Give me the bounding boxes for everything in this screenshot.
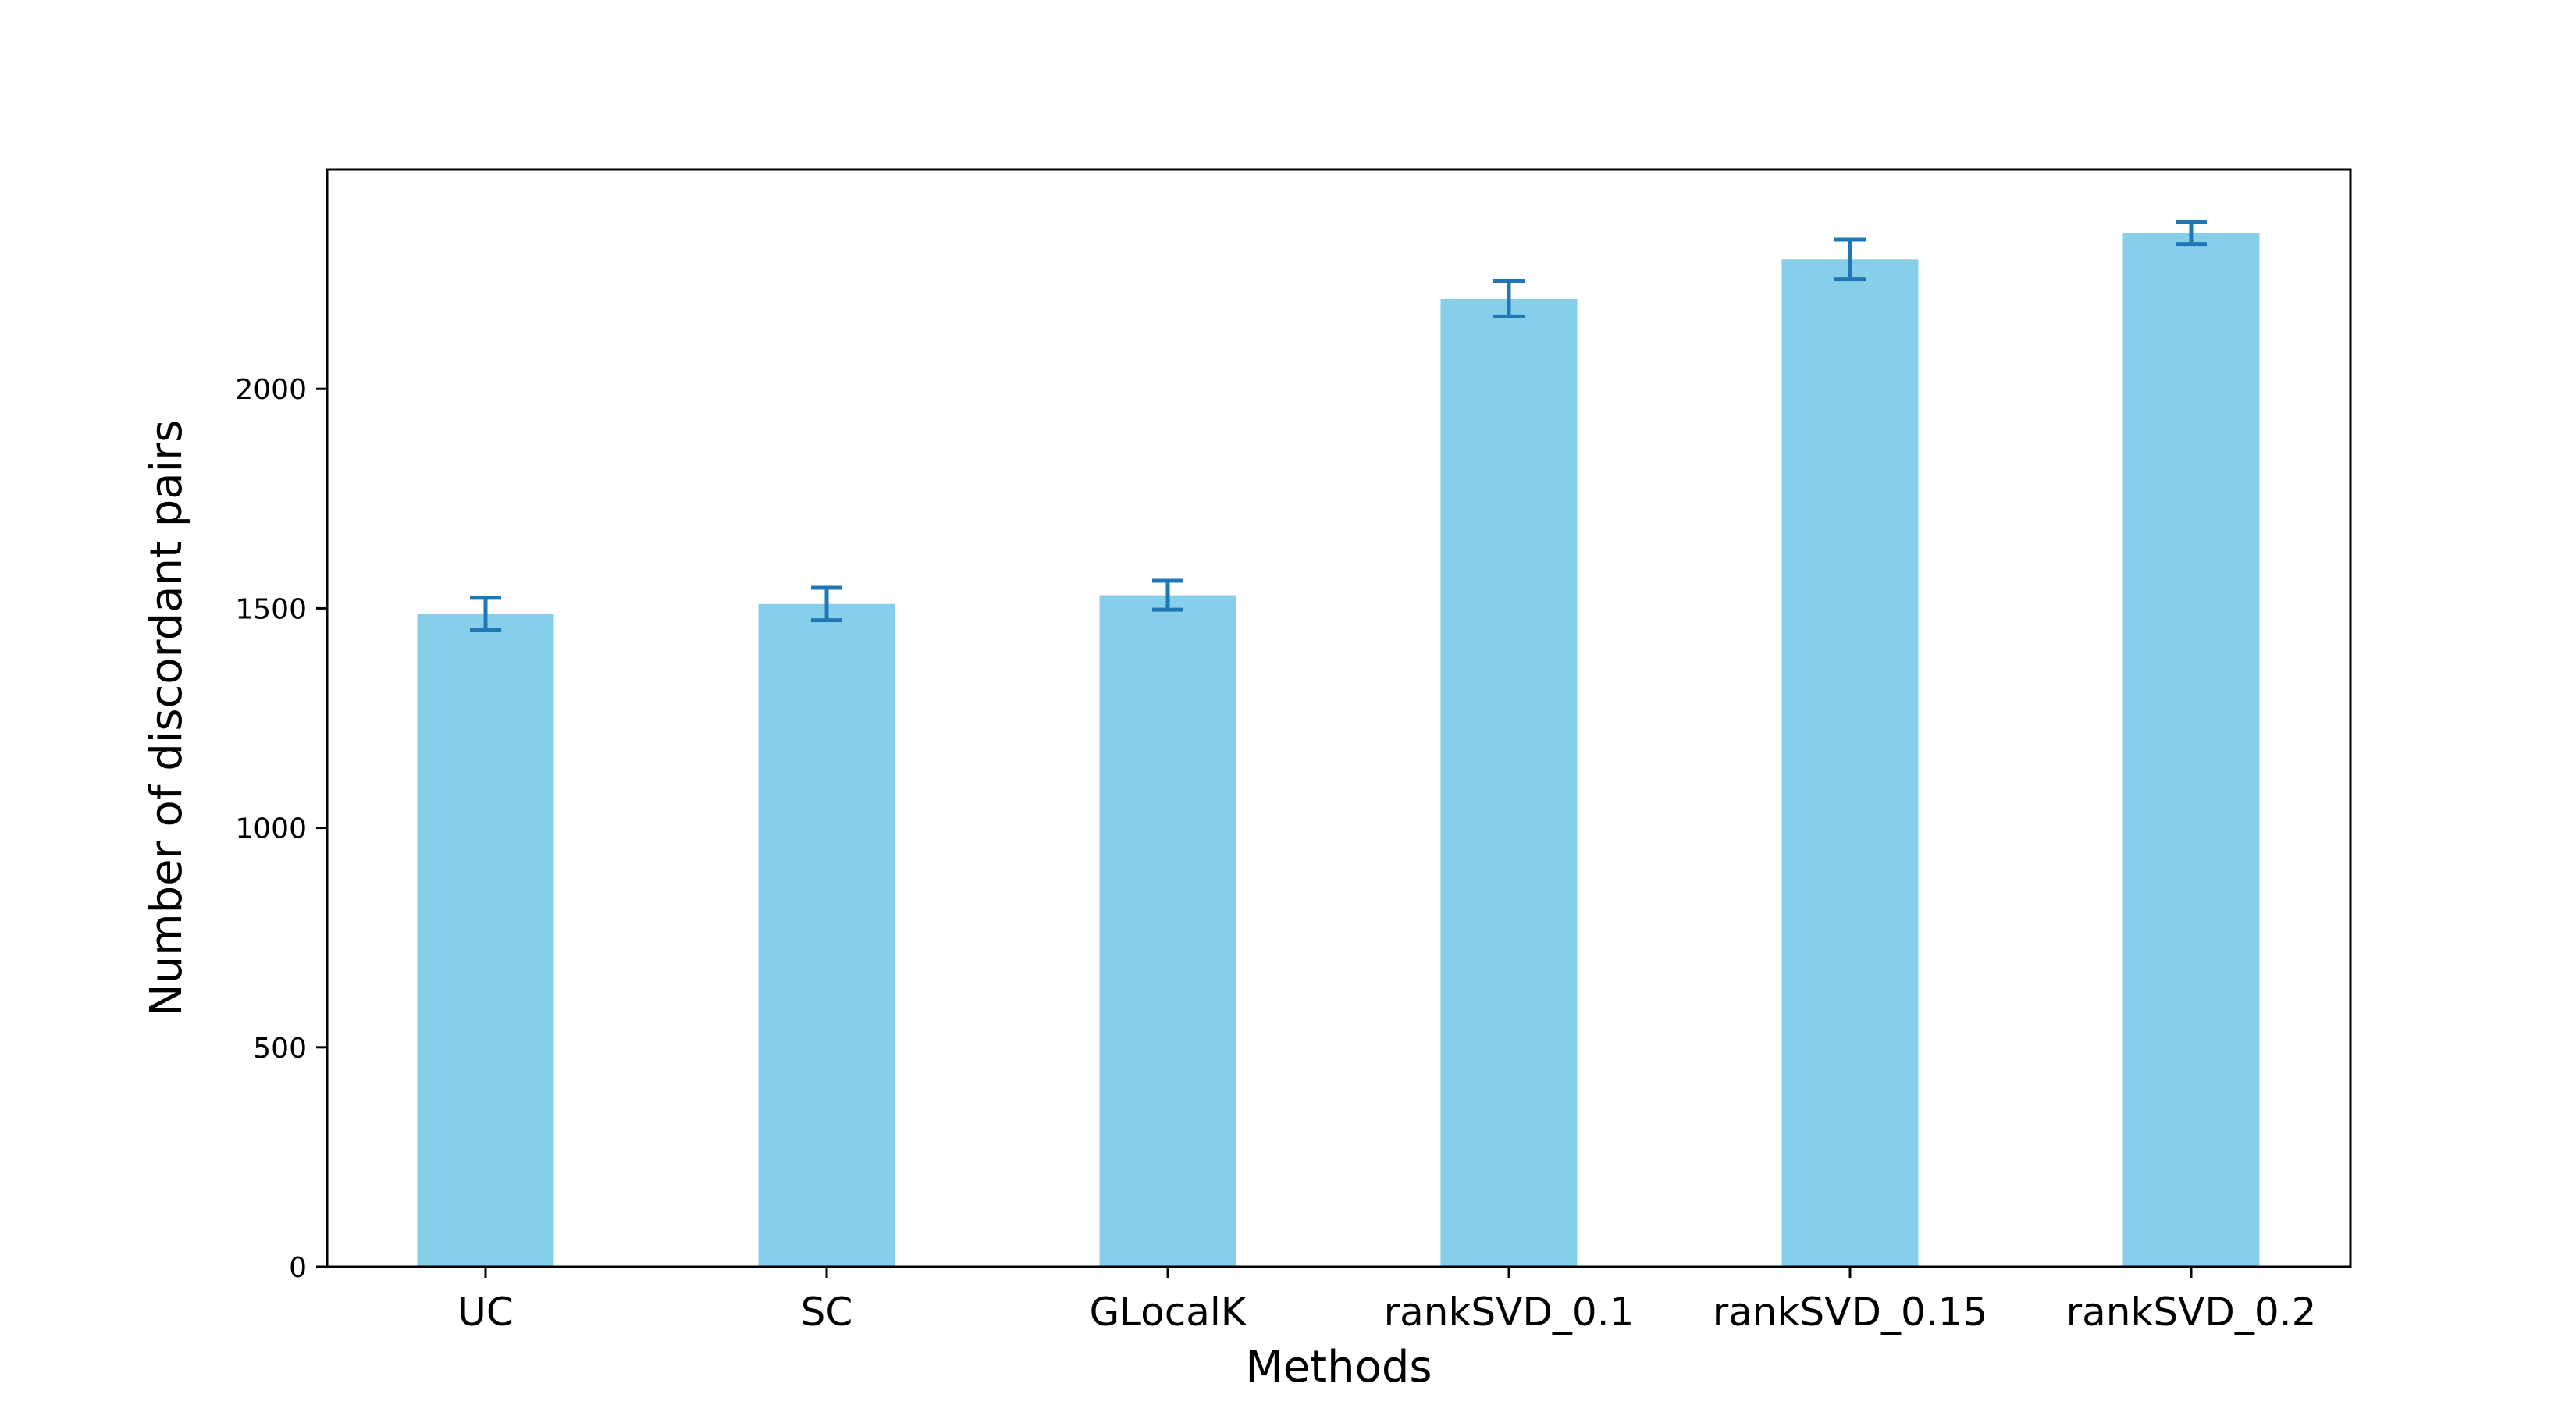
error-bar	[811, 585, 842, 623]
y-tick-label: 2000	[235, 374, 307, 406]
bar	[417, 614, 554, 1267]
error-bar	[470, 596, 501, 633]
bar	[1099, 595, 1236, 1267]
x-tick-label: SC	[801, 1289, 853, 1335]
error-bar	[1152, 578, 1183, 612]
bar	[2122, 233, 2260, 1268]
y-tick-label: 0	[289, 1252, 307, 1284]
error-bar	[1834, 237, 1866, 282]
x-tick-label: rankSVD_0.2	[2066, 1289, 2317, 1335]
bar	[1440, 298, 1578, 1268]
y-tick-label: 1000	[235, 813, 307, 845]
x-tick-label: rankSVD_0.1	[1384, 1289, 1635, 1335]
bar	[1781, 259, 1919, 1267]
x-axis-label: Methods	[1245, 1342, 1432, 1393]
error-bar	[2176, 219, 2207, 247]
bars-layer	[417, 233, 2260, 1268]
x-tick-label: UC	[457, 1289, 514, 1335]
x-tick-label: GLocalK	[1089, 1289, 1247, 1335]
x-axis-ticks: UC SC GLocalK rankSVD_0.1 rankSVD_0.15 rankSV…	[457, 1267, 2316, 1335]
x-tick-label: rankSVD_0.15	[1713, 1289, 1988, 1335]
y-axis-label: Number of discordant pairs	[141, 420, 192, 1017]
y-tick-label: 1500	[235, 593, 307, 625]
y-axis-ticks: 0 500 1000 1500 2000	[235, 374, 327, 1284]
error-bar	[1493, 279, 1525, 318]
error-bars-layer	[470, 219, 2207, 633]
bar	[758, 603, 895, 1267]
plot-frame	[326, 168, 2352, 1268]
y-tick-label: 500	[253, 1033, 307, 1065]
